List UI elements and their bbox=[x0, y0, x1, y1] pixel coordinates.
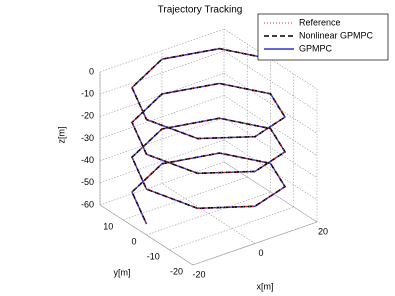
legend-label: Reference bbox=[299, 17, 341, 27]
z-tick-label: -60 bbox=[81, 199, 94, 209]
z-tick-label: -40 bbox=[81, 155, 94, 165]
grid-line bbox=[99, 95, 225, 139]
z-tick-label: -10 bbox=[81, 89, 94, 99]
x-tick-label: 20 bbox=[318, 226, 328, 236]
grid-line bbox=[146, 191, 271, 236]
grid-line bbox=[223, 73, 318, 134]
grid-line bbox=[223, 50, 318, 112]
legend-box bbox=[257, 13, 389, 61]
y-tick-label: 10 bbox=[103, 221, 113, 231]
x-tick-label: 0 bbox=[258, 248, 263, 258]
grid-line bbox=[99, 28, 225, 73]
legend-label: GPMPC bbox=[299, 43, 333, 53]
chart-title: Trajectory Tracking bbox=[158, 5, 243, 16]
y-axis-label: y[m] bbox=[114, 267, 131, 277]
grid-line bbox=[99, 50, 225, 95]
grid-line bbox=[169, 206, 294, 251]
z-tick-label: -30 bbox=[81, 133, 94, 143]
legend-label: Nonlinear GPMPC bbox=[299, 30, 374, 40]
z-tick-label: -20 bbox=[81, 111, 94, 121]
grid-line bbox=[161, 183, 256, 244]
grid-line bbox=[192, 221, 318, 266]
grid-line bbox=[123, 176, 248, 221]
grid-line bbox=[99, 139, 225, 184]
y-tick-label: -10 bbox=[147, 251, 160, 261]
legend: Reference Nonlinear GPMPC GPMPC bbox=[257, 13, 389, 61]
grid bbox=[99, 28, 318, 266]
grid-line bbox=[223, 95, 318, 156]
grid-line bbox=[99, 161, 225, 206]
z-axis-label: z[m] bbox=[56, 127, 66, 144]
trajectory-line bbox=[131, 48, 286, 225]
y-tick-label: 0 bbox=[131, 236, 136, 246]
x-axis-label: x[m] bbox=[257, 281, 274, 291]
grid-line bbox=[223, 139, 318, 201]
grid-line bbox=[99, 117, 225, 161]
x-tick-label: -20 bbox=[192, 269, 205, 279]
y-tick-label: -20 bbox=[170, 266, 183, 276]
plot-lines bbox=[131, 47, 287, 225]
grid-line bbox=[99, 73, 225, 117]
z-tick-label: 0 bbox=[89, 66, 94, 76]
grid-line bbox=[223, 117, 318, 178]
z-tick-label: -50 bbox=[81, 177, 94, 187]
